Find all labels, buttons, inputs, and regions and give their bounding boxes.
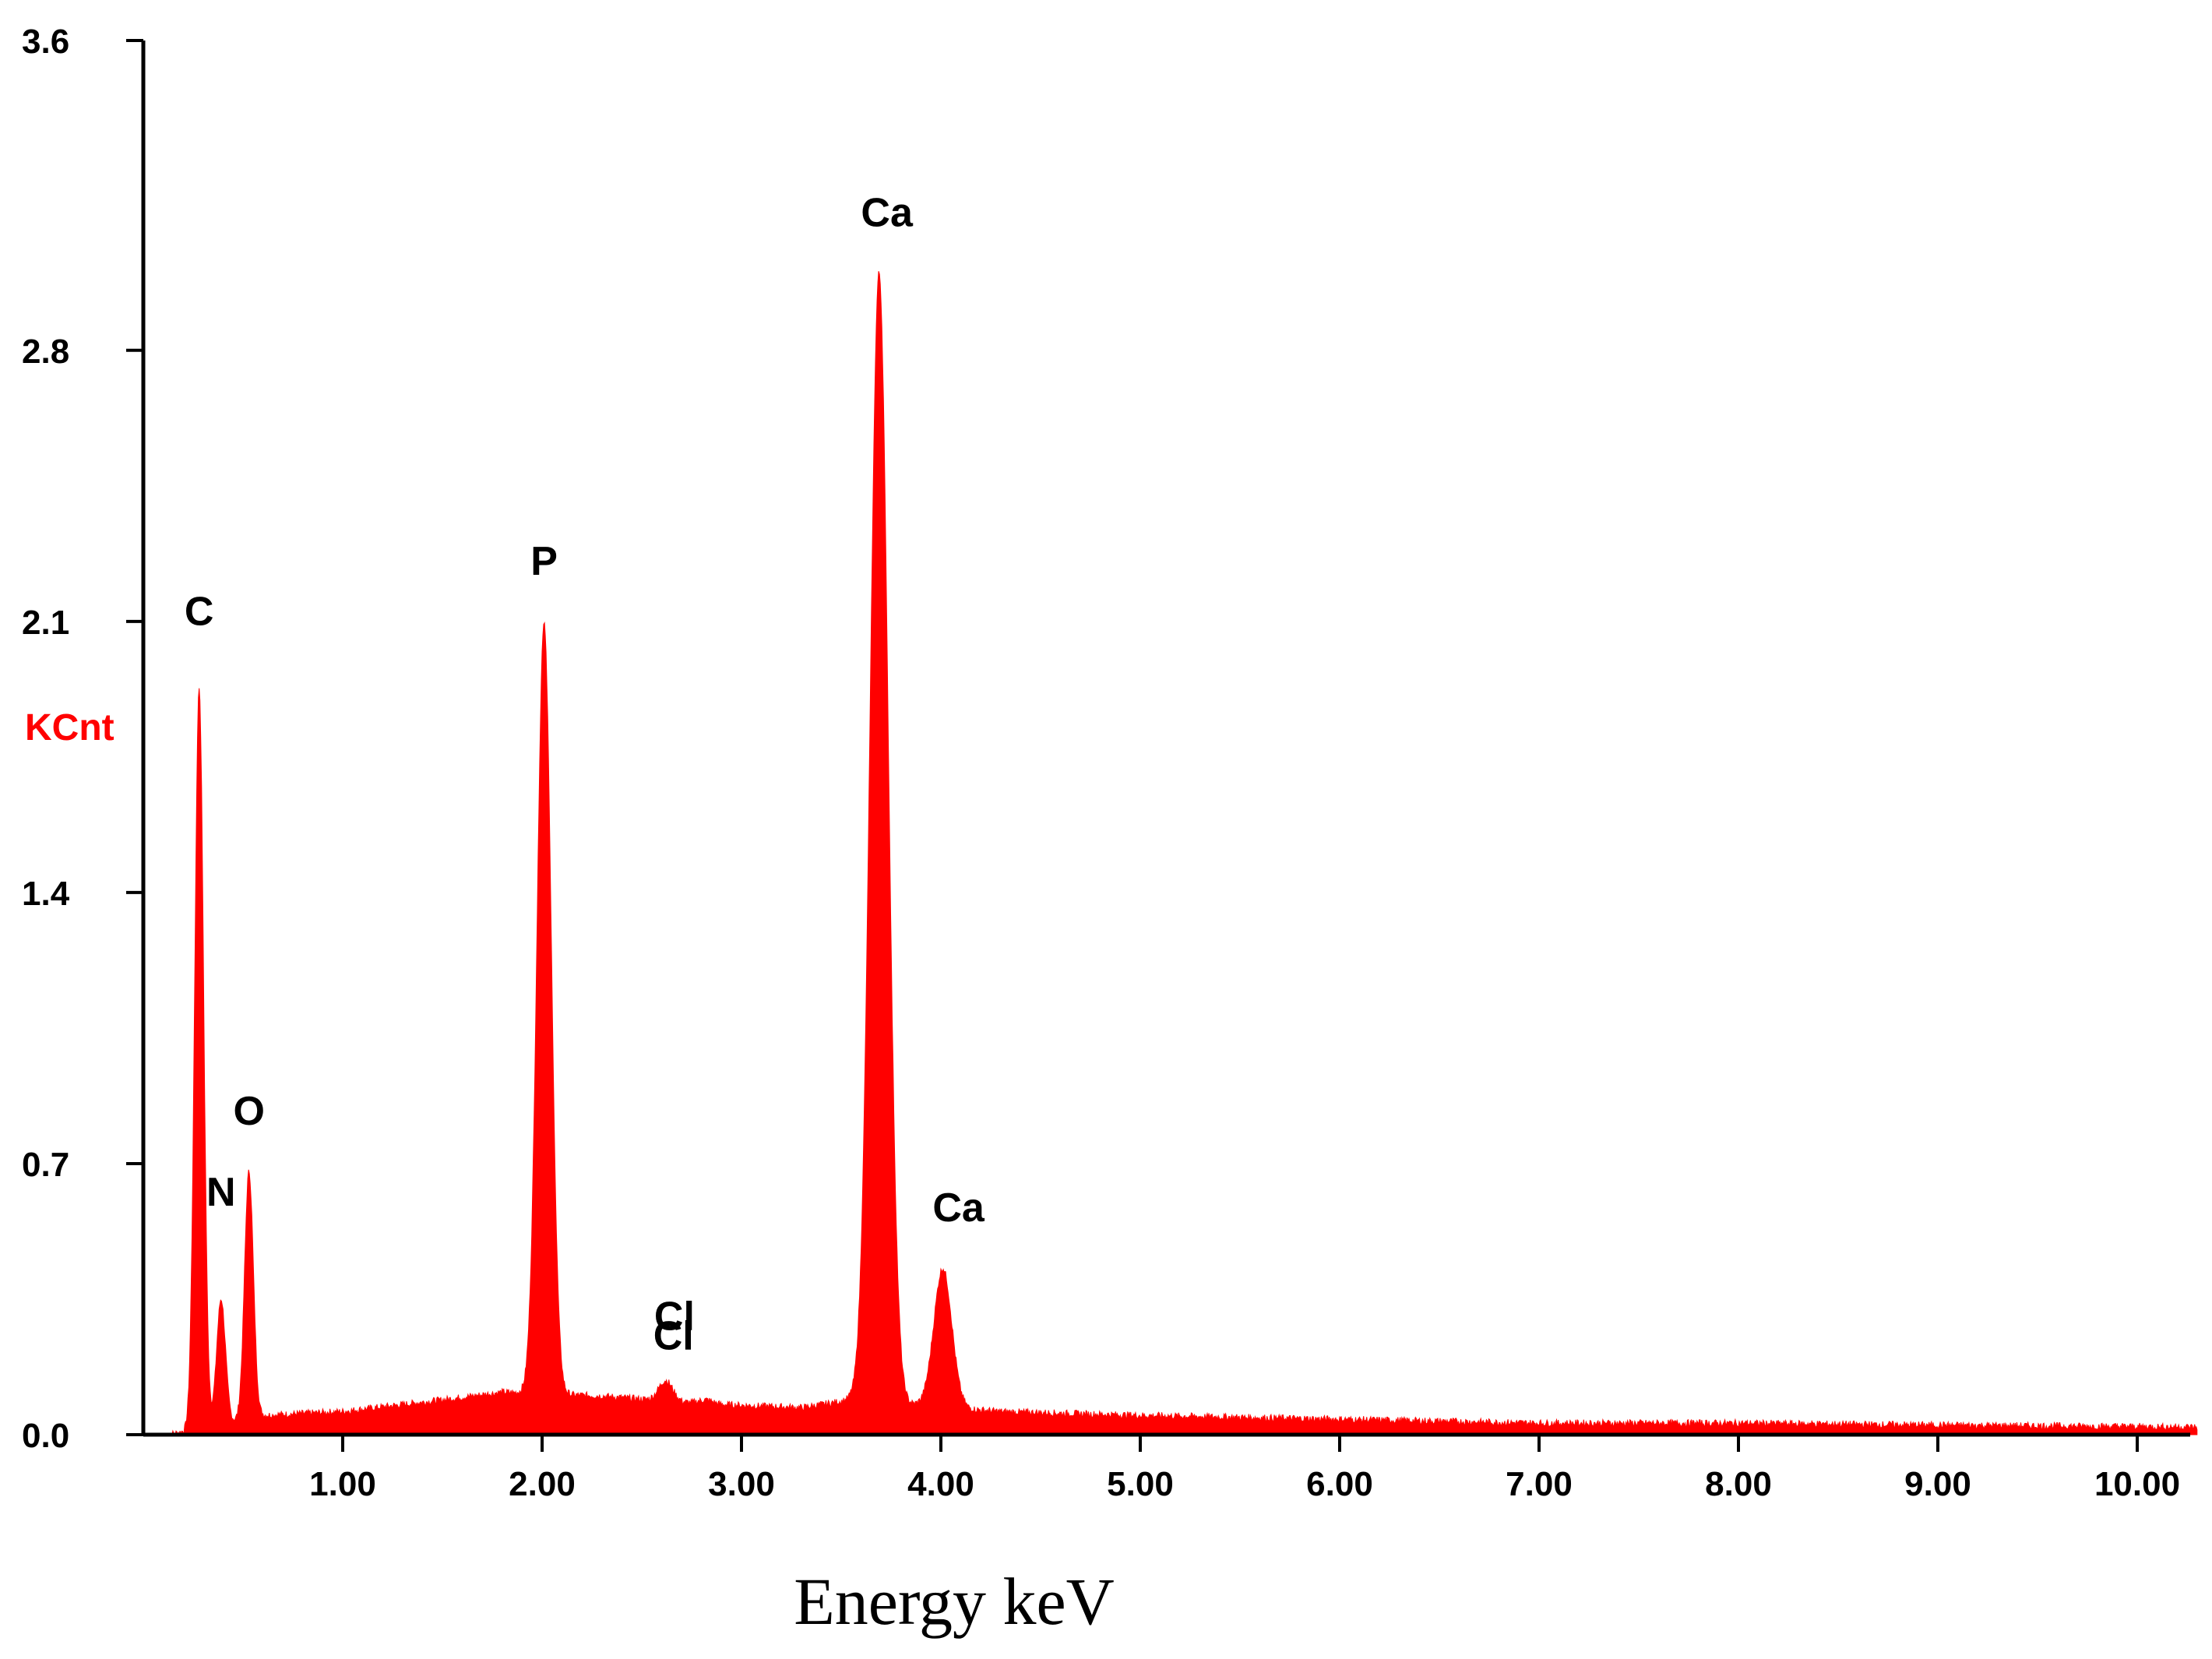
peak-label-c: C bbox=[185, 589, 214, 634]
x-tick-label: 4.00 bbox=[907, 1465, 974, 1503]
spectrum-series bbox=[166, 271, 2198, 1436]
x-axis-label: Energy keV bbox=[794, 1564, 1115, 1639]
peak-label-ca: Ca bbox=[861, 190, 914, 235]
peak-label-n: N bbox=[206, 1170, 236, 1215]
peak-label-p: P bbox=[530, 539, 558, 584]
y-tick-label: 0.7 bbox=[22, 1146, 69, 1184]
x-tick-label: 2.00 bbox=[509, 1465, 576, 1503]
x-tick-label: 1.00 bbox=[309, 1465, 376, 1503]
peak-label-o: O bbox=[233, 1089, 264, 1134]
y-tick-label: 2.1 bbox=[22, 604, 69, 642]
y-tick-label: 2.8 bbox=[22, 333, 69, 371]
x-tick-label: 3.00 bbox=[708, 1465, 775, 1503]
y-tick-label: 1.4 bbox=[22, 875, 70, 913]
y-ticks: 0.0 0.7 1.4 2.1 2.8 3.6 bbox=[22, 23, 143, 1455]
y-axis-label: KCnt bbox=[25, 707, 114, 748]
x-tick-label: 5.00 bbox=[1107, 1465, 1174, 1503]
x-tick-label: 6.00 bbox=[1306, 1465, 1373, 1503]
spectrum-area bbox=[166, 271, 2198, 1436]
peak-label-cl: Cl bbox=[654, 1294, 695, 1339]
x-tick-label: 10.00 bbox=[2094, 1465, 2180, 1503]
x-tick-label: 7.00 bbox=[1506, 1465, 1573, 1503]
peak-label-cl: Cl bbox=[653, 1313, 694, 1358]
peak-label-ca: Ca bbox=[932, 1185, 985, 1231]
y-tick-label: 3.6 bbox=[22, 23, 69, 61]
axes bbox=[141, 41, 2190, 1437]
y-tick-label: 0.0 bbox=[22, 1417, 69, 1455]
x-ticks: 1.00 2.00 3.00 4.00 5.00 6.00 7.00 8.00 9.00 10.0… bbox=[309, 1435, 2180, 1503]
x-tick-label: 8.00 bbox=[1705, 1465, 1772, 1503]
x-tick-label: 9.00 bbox=[1904, 1465, 1971, 1503]
